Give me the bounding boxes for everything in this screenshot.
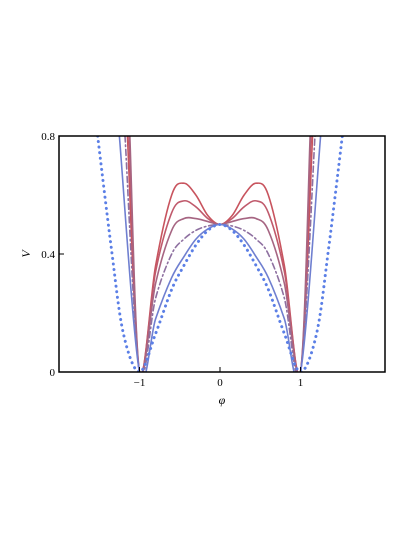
y-tick-label: 0.4 (41, 249, 55, 261)
series-line-2 (128, 136, 312, 372)
y-axis-label: V (19, 249, 33, 258)
y-tick-label: 0.8 (41, 131, 55, 143)
tick-layer: −1 0 1 0 0.4 0.8 (41, 131, 303, 389)
y-tick-label: 0 (50, 367, 56, 379)
x-axis-label: φ (219, 393, 226, 407)
x-tick-label: −1 (134, 377, 146, 389)
series-line-4 (124, 136, 316, 372)
plot-frame (58, 135, 386, 373)
series-line-1 (126, 136, 314, 372)
series-line-5 (118, 136, 322, 372)
series-line-6 (96, 136, 344, 372)
x-tick-label: 0 (217, 377, 223, 389)
series-layer (96, 136, 344, 372)
x-tick-label: 1 (298, 377, 304, 389)
